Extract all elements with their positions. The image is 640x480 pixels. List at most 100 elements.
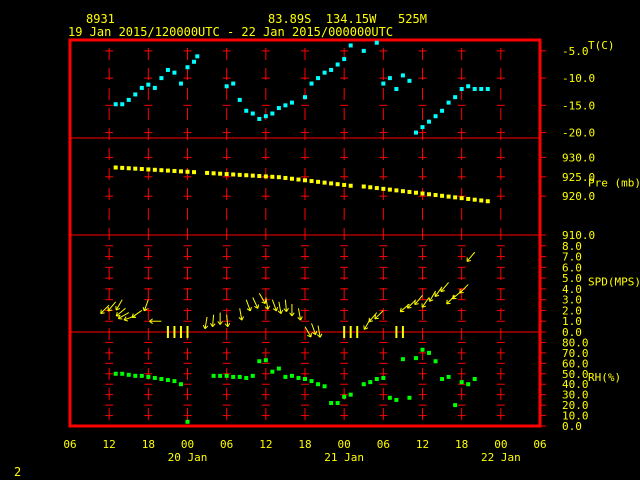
temperature-point [335,62,340,67]
wind-arrow-head [117,314,121,319]
wind-arrow-head [459,291,464,294]
wind-arrow-head [435,294,440,298]
temperature-point [178,81,183,86]
panel-label-temperature: T(C) [588,39,615,52]
pressure-point [459,196,464,201]
wind-arrow-head [246,308,251,312]
pressure-point [433,193,438,198]
pressure-point [440,193,445,198]
pressure-point [479,198,484,203]
pressure-point [133,166,138,171]
wind-arrow [284,299,287,312]
pressure-point [427,192,432,197]
y-tick-label-wind: 5.0 [562,272,582,285]
wind-arrow [466,251,476,262]
temperature-point [348,43,353,48]
wind-arrow-head [123,316,127,321]
y-tick-label-humidity: 60.0 [562,357,589,370]
pressure-point [316,179,321,184]
wind-arrow-head [364,327,369,330]
panel-label-pressure: Pre (mb) [588,177,640,190]
temperature-point [479,87,484,91]
humidity-point [270,369,275,374]
humidity-point [368,380,373,385]
temperature-point [407,78,412,83]
wind-arrow-head [123,319,128,322]
humidity-point [296,375,301,380]
wind-arrow [317,325,321,338]
wind-arrow-head [212,323,216,328]
plot-frame [68,38,542,428]
wind-arrow-head [261,301,266,305]
humidity-point [427,350,432,355]
pressure-point [159,168,164,173]
pressure-point [420,191,425,196]
wind-arrow [304,326,312,338]
wind-arrow [245,299,251,312]
x-tick-label: 06 [220,438,233,451]
pressure-point [172,168,177,173]
panel-label-wind: SPD(MPS) [588,276,640,289]
y-tick-label-temperature: -10.0 [562,72,595,85]
wind-arrow-head [368,320,374,323]
y-tick-label-wind: 1.0 [562,315,582,328]
y-tick-label-pressure: 925.0 [562,171,595,184]
temperature-point [270,111,275,116]
x-tick-label: 12 [259,438,272,451]
temperature-point [165,67,170,72]
humidity-point [309,379,314,384]
wind-arrow [239,308,243,321]
pressure-point [289,176,294,181]
pressure-point [205,170,210,175]
humidity-point [133,373,138,378]
pressure-point [270,174,275,179]
humidity-point [316,382,321,387]
wind-arrow-head [227,323,231,327]
pressure-point [211,171,216,176]
x-tick-label: 06 [533,438,546,451]
temperature-point [231,81,236,86]
pressure-point [218,171,223,176]
humidity-point [394,397,399,402]
temperature-point [276,106,281,111]
pressure-point [466,196,471,201]
wind-arrow-head [249,306,252,312]
temperature-point [172,70,177,75]
humidity-point [276,366,281,371]
humidity-point [303,377,307,381]
temperature-point [361,48,366,53]
temperature-point [283,103,288,108]
pressure-point [250,173,255,178]
temperature-point [322,70,327,75]
wind-arrow-head [149,320,153,324]
wind-arrow [374,310,384,320]
pressure-point [453,195,458,200]
wind-arrow [414,295,423,305]
humidity-point [263,358,268,363]
humidity-point [381,375,386,380]
humidity-point [407,395,412,400]
humidity-point [446,374,451,379]
wind-arrow-head [440,290,445,293]
wind-arrow-head [277,310,282,314]
pressure-point [394,188,399,193]
wind-arrow-head [374,314,376,320]
humidity-point [257,359,262,364]
temperature-point [433,114,438,119]
humidity-point [400,357,405,362]
y-tick-label-wind: 7.0 [562,251,582,264]
wind-arrow [100,304,110,314]
y-tick-label-temperature: -15.0 [562,99,595,112]
wind-arrow [107,301,117,312]
humidity-point [472,377,477,381]
wind-arrow-head [115,312,118,317]
humidity-point [361,382,366,387]
temperature-point [413,130,418,135]
temperature-point [342,57,347,62]
wind-arrow-head [131,313,134,318]
temperature-point [126,97,131,102]
wind-arrow-head [142,306,145,312]
x-tick-label: 06 [63,438,76,451]
y-tick-label-wind: 6.0 [562,261,582,274]
